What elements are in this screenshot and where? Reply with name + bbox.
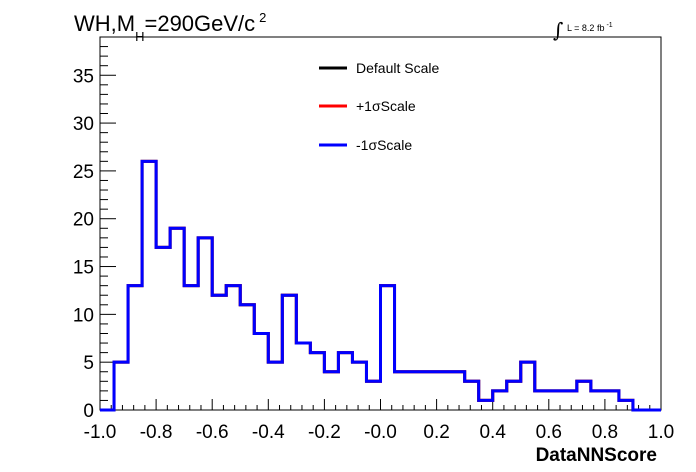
x-tick-label: -0.4 — [252, 422, 285, 443]
y-axis: 0 5 10 15 20 25 30 35 — [73, 36, 116, 422]
lumi-integral-symbol: ∫ — [553, 18, 563, 42]
title-value: =290GeV/c — [144, 11, 255, 36]
legend-label-plus1sigma: +1σScale — [356, 98, 416, 114]
y-tick-label: 25 — [73, 162, 94, 183]
title-superscript: 2 — [259, 10, 266, 25]
x-axis: -1.0 -0.8 -0.6 -0.4 -0.2 -0.0 0.2 0.4 0.6 0.8 1.0 — [84, 399, 674, 443]
y-tick-label: 35 — [73, 66, 94, 87]
y-tick-label: 5 — [83, 353, 94, 374]
x-axis-label: DataNNScore — [536, 445, 657, 466]
x-tick-label: -0.6 — [196, 422, 229, 443]
y-tick-label: 10 — [73, 305, 94, 326]
y-tick-label: 0 — [83, 401, 94, 422]
x-tick-label: -0.8 — [140, 422, 173, 443]
x-tick-label: -0.2 — [308, 422, 341, 443]
legend: Default Scale +1σScale -1σScale — [319, 60, 439, 153]
lumi-label: L = 8.2 fb -1 — [567, 22, 613, 33]
y-tick-label: 30 — [73, 114, 94, 135]
x-tick-label: 0.6 — [536, 422, 562, 443]
x-tick-label: 1.0 — [648, 422, 674, 443]
lumi-text: L = 8.2 fb — [567, 23, 604, 33]
series-layer — [100, 159, 661, 412]
y-tick-label: 20 — [73, 210, 94, 231]
title-prefix: WH,M — [74, 11, 135, 36]
y-tick-label: 15 — [73, 258, 94, 279]
legend-label-default: Default Scale — [356, 60, 439, 76]
x-tick-label: 0.4 — [479, 422, 506, 443]
lumi-superscript: -1 — [606, 22, 612, 29]
x-tick-label: -1.0 — [84, 422, 117, 443]
x-tick-label: 0.2 — [423, 422, 449, 443]
chart-title: WH,MH=290GeV/c 2 — [74, 10, 266, 44]
legend-label-minus1sigma: -1σScale — [356, 137, 412, 153]
series-minus1sigma-scale-histogram — [100, 159, 661, 412]
title-subscript: H — [135, 29, 144, 44]
x-tick-label: -0.0 — [364, 422, 397, 443]
x-tick-label: 0.8 — [592, 422, 618, 443]
